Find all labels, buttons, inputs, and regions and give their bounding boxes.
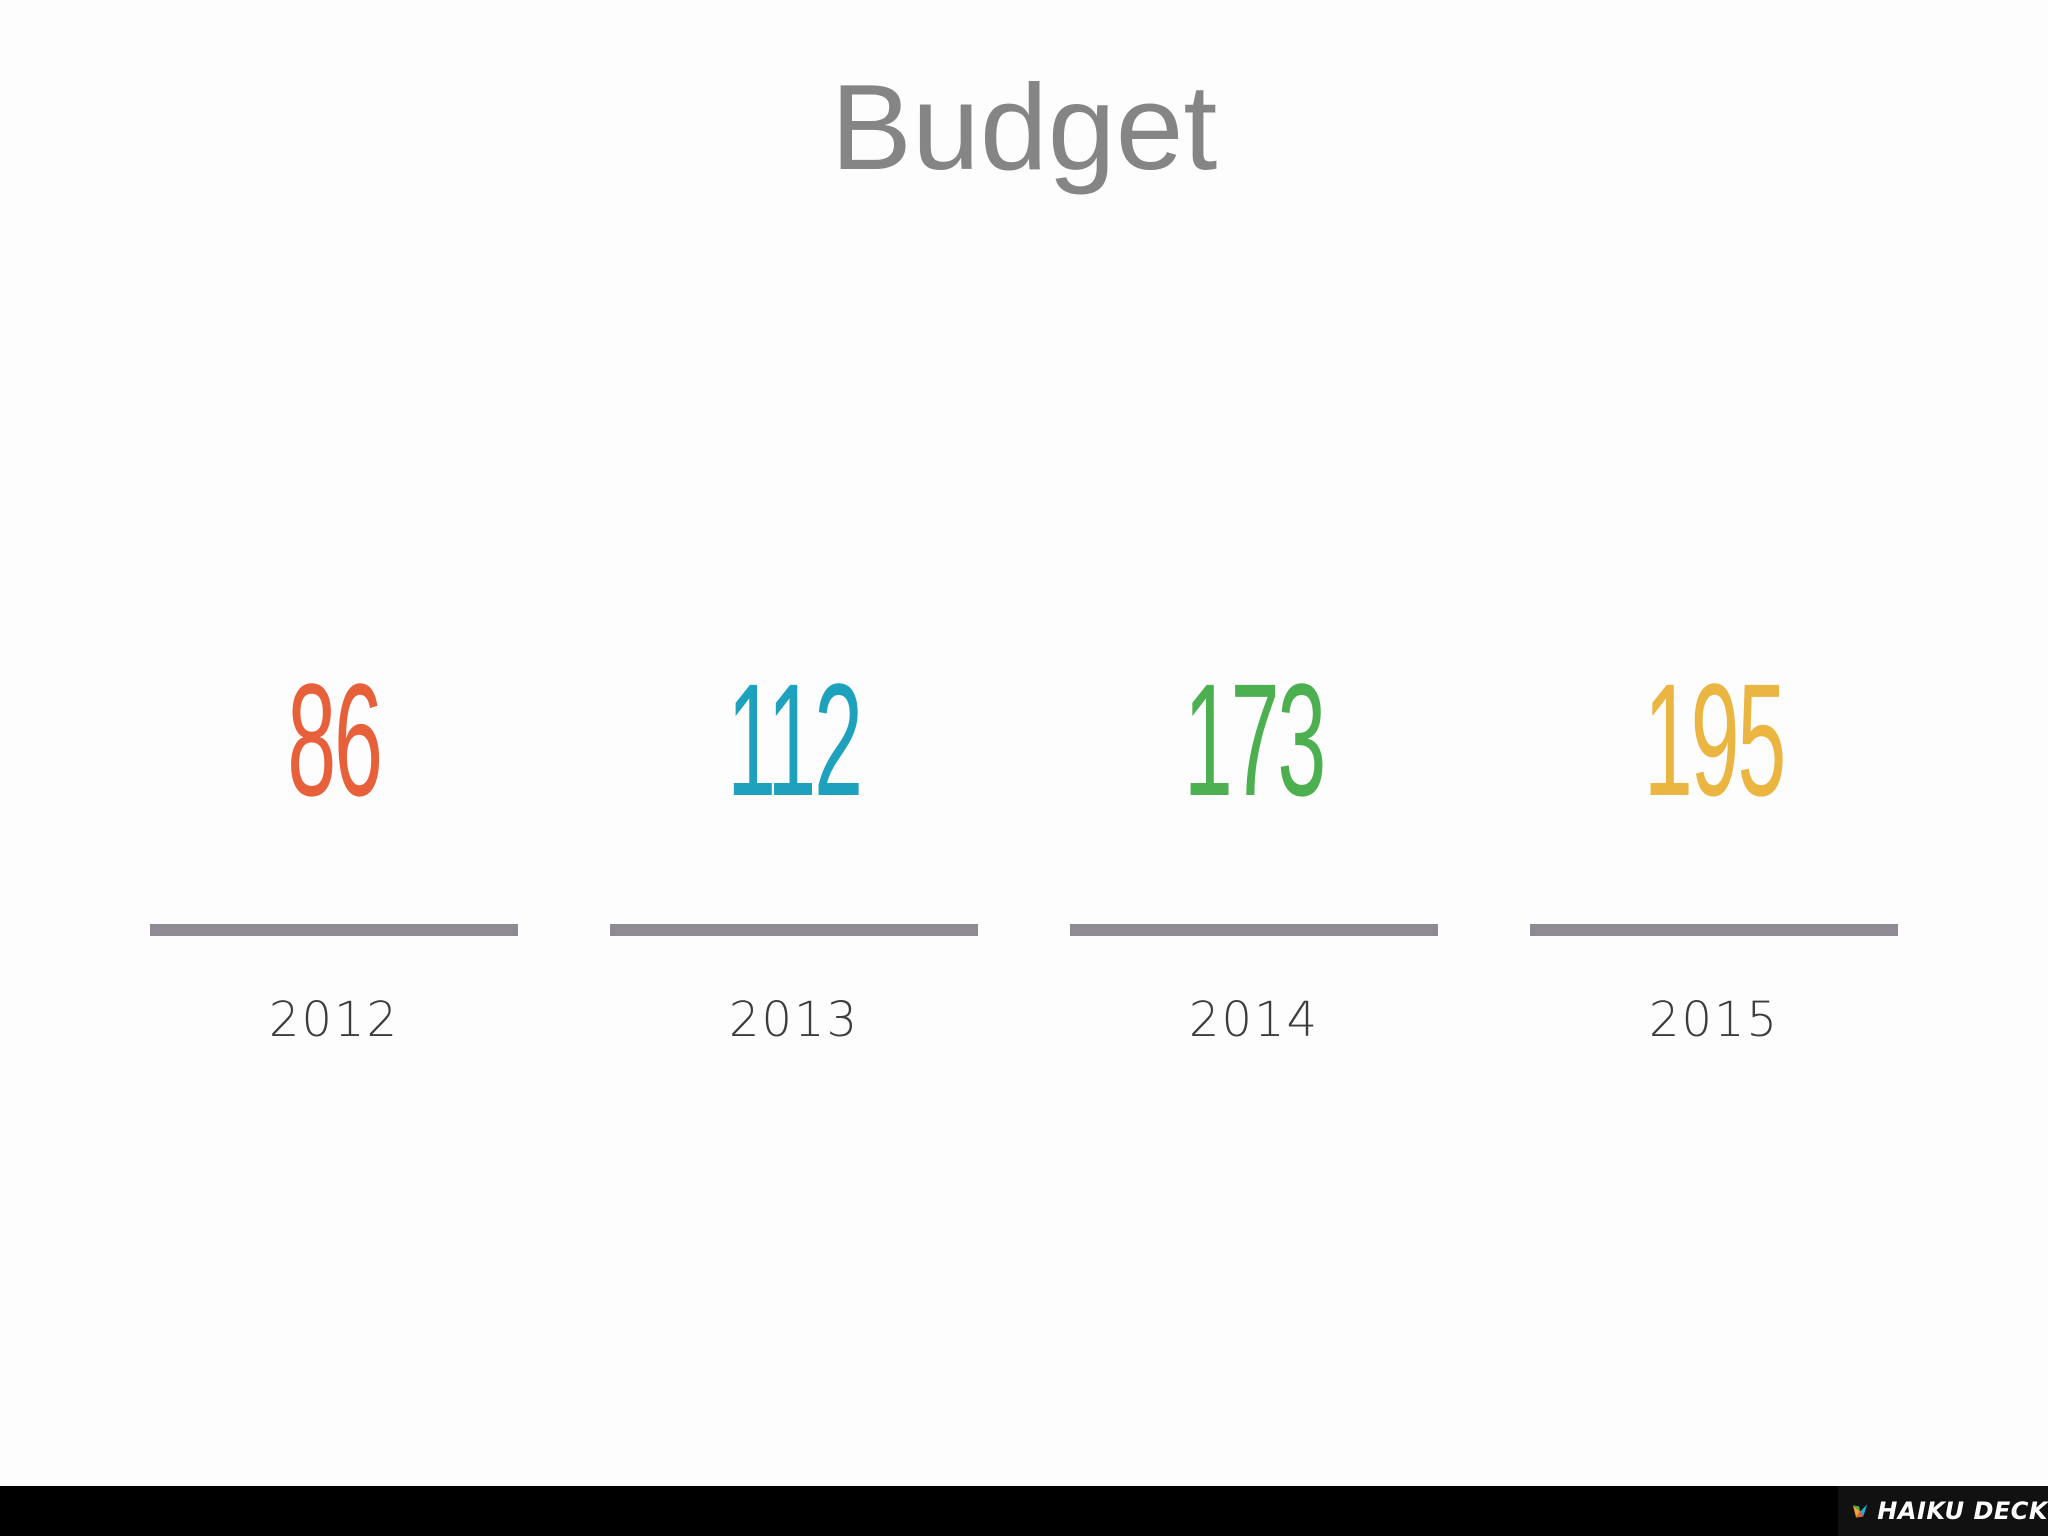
stat-2015: 195 2015 (1530, 620, 1898, 1048)
stat-value: 195 (1643, 650, 1786, 829)
stat-2013: 112 2013 (610, 620, 978, 1048)
stat-divider (610, 924, 978, 936)
stat-2014: 173 2014 (1070, 620, 1438, 1048)
brand-name: HAIKU DECK (1877, 1497, 2048, 1525)
stat-2012: 86 2012 (150, 620, 518, 1048)
stat-year: 2015 (1648, 992, 1780, 1048)
footer-bar: HAIKU DECK (0, 1486, 2048, 1536)
slide-title: Budget (830, 59, 1218, 195)
stat-value: 86 (287, 650, 383, 829)
stat-divider (150, 924, 518, 936)
brand-badge[interactable]: HAIKU DECK (1838, 1486, 2048, 1536)
stat-divider (1530, 924, 1898, 936)
stat-divider (1070, 924, 1438, 936)
stat-value: 112 (727, 650, 863, 829)
stat-value: 173 (1183, 650, 1326, 829)
stat-year: 2012 (268, 992, 400, 1048)
stat-year: 2013 (728, 992, 860, 1048)
haiku-deck-logo-icon (1853, 1504, 1868, 1518)
stats-row: 86 2012 112 2013 173 2014 195 2015 (150, 620, 1898, 1048)
stat-year: 2014 (1188, 992, 1320, 1048)
